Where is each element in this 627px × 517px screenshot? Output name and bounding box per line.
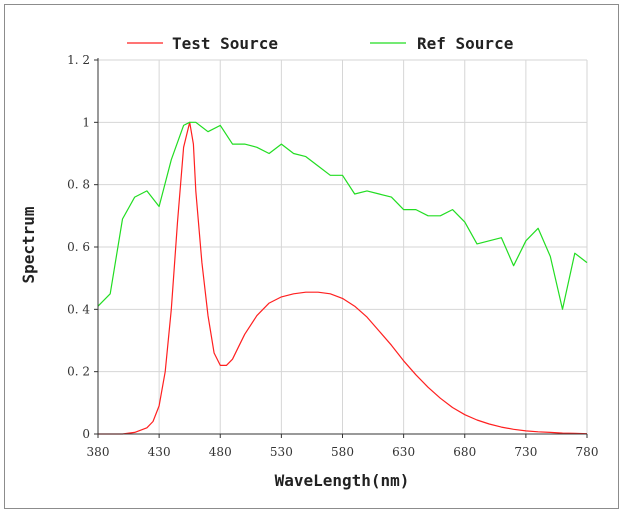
x-axis-label: WaveLength(nm): [275, 471, 410, 490]
legend-label-1: Test Source: [172, 34, 278, 53]
legend-label-2: Ref Source: [417, 34, 513, 53]
tick-labels: 380 430 480 530 580 630 680 730 780 0 0. 2 0. 4 0. 6…: [67, 53, 598, 459]
grid-lines: [98, 59, 588, 434]
series-line-2: [97, 121, 588, 310]
y-tick-label: 0. 4: [67, 302, 90, 316]
y-tick-label: 0: [82, 427, 90, 441]
legend: Test Source Ref Source: [127, 34, 513, 53]
x-tick-label: 530: [270, 445, 293, 459]
series-line-1: [98, 121, 588, 435]
y-tick-label: 0. 6: [67, 240, 90, 254]
y-tick-label: 0. 2: [67, 365, 90, 379]
y-tick-label: 0. 8: [67, 178, 90, 192]
y-axis-label: Spectrum: [19, 206, 38, 283]
x-tick-label: 480: [209, 445, 232, 459]
y-tick-label: 1. 2: [67, 53, 90, 67]
x-tick-label: 680: [453, 445, 476, 459]
series-layer: [97, 121, 588, 435]
chart-frame: [4, 4, 619, 509]
x-tick-label: 630: [392, 445, 415, 459]
axes: [94, 58, 588, 438]
x-tick-label: 780: [576, 445, 599, 459]
y-tick-label: 1: [82, 115, 90, 129]
x-tick-label: 380: [87, 445, 110, 459]
x-tick-label: 580: [331, 445, 354, 459]
x-tick-label: 730: [514, 445, 537, 459]
x-tick-label: 430: [148, 445, 171, 459]
